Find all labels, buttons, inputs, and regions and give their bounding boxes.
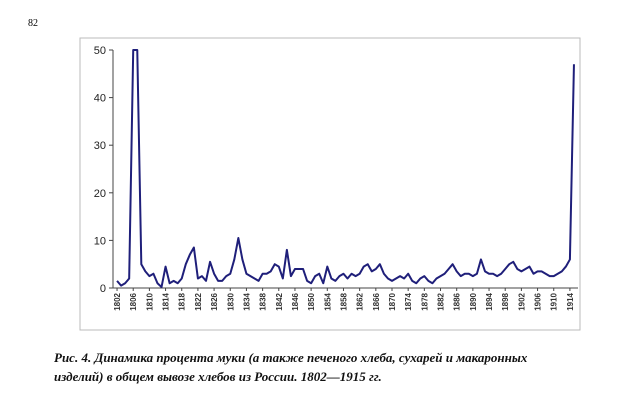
y-tick-label: 40 [94,93,106,105]
x-tick-label: 1886 [453,292,462,310]
x-tick-label: 1878 [420,292,429,310]
x-tick-label: 1858 [339,292,348,310]
x-tick-label: 1834 [242,292,251,310]
x-tick-label: 1914 [566,292,575,310]
x-tick-label: 1862 [356,292,365,310]
x-tick-label: 1818 [178,292,187,310]
x-tick-label: 1870 [388,292,397,310]
x-tick-label: 1842 [275,292,284,310]
caption-line: Рис. 4. Динамика процента муки (а также … [54,350,528,365]
x-tick-label: 1810 [145,292,154,310]
x-tick-label: 1806 [129,292,138,310]
x-tick-label: 1874 [404,292,413,310]
x-tick-label: 1882 [437,292,446,310]
data-line [116,49,575,289]
x-tick-label: 1850 [307,292,316,310]
page-number: 82 [28,18,38,29]
x-tick-label: 1802 [113,292,122,310]
x-tick-label: 1866 [372,292,381,310]
x-tick-label: 1910 [550,292,559,310]
x-tick-label: 1854 [323,292,332,310]
x-tick-label: 1902 [517,292,526,310]
x-tick-label: 1826 [210,292,219,310]
x-tick-label: 1846 [291,292,300,310]
y-tick-label: 20 [94,188,106,200]
y-tick-label: 0 [100,283,106,295]
y-tick-label: 30 [94,140,106,152]
x-tick-label: 1894 [485,292,494,310]
y-tick-label: 10 [94,235,106,247]
chart-frame [79,37,581,331]
x-tick-label: 1830 [226,292,235,310]
x-tick-label: 1898 [501,292,510,310]
x-tick-label: 1890 [469,292,478,310]
caption-line: изделий) в общем вывозе хлебов из России… [54,369,382,384]
x-tick-label: 1822 [194,292,203,310]
x-tick-label: 1906 [534,292,543,310]
x-tick-label: 1838 [259,292,268,310]
x-tick-label: 1814 [162,292,171,310]
y-tick-label: 50 [94,45,106,57]
